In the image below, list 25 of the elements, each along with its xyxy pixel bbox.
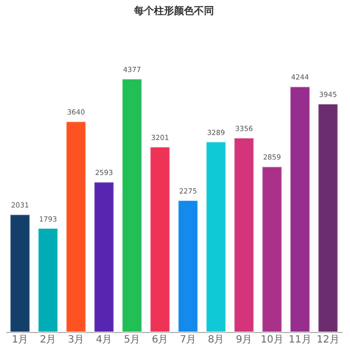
chart-title: 每个柱形颜色不同 [133, 5, 214, 17]
x-tick-label: 10月 [260, 334, 284, 346]
bar [38, 228, 58, 332]
bar [10, 214, 30, 332]
x-tick-label: 6月 [152, 334, 168, 346]
x-tick-label: 5月 [124, 334, 140, 346]
x-tick-label: 12月 [316, 334, 340, 346]
bar [318, 103, 338, 332]
bar [66, 121, 86, 332]
bar [262, 166, 282, 332]
x-tick-label: 1月 [12, 334, 28, 346]
bar [178, 200, 198, 332]
bar [290, 86, 310, 332]
x-tick-label: 11月 [288, 334, 312, 346]
x-tick-label: 7月 [180, 334, 196, 346]
x-tick-label: 8月 [208, 334, 224, 346]
bar [150, 146, 170, 332]
bar [206, 141, 226, 332]
x-tick-label: 2月 [40, 334, 56, 346]
bar [122, 78, 142, 332]
bar [94, 182, 114, 332]
x-tick-label: 9月 [236, 334, 252, 346]
x-tick-label: 4月 [96, 334, 112, 346]
bar [234, 138, 254, 332]
x-tick-label: 3月 [68, 334, 84, 346]
